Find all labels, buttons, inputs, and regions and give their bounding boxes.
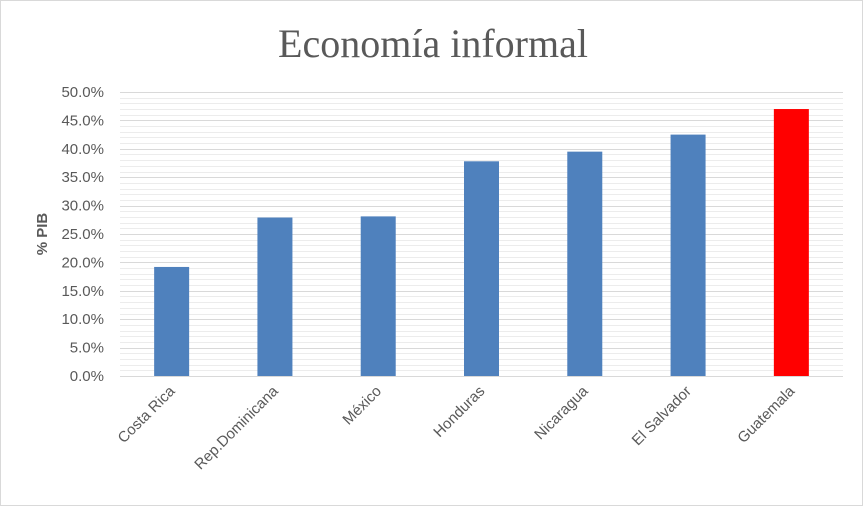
x-category-label: Costa Rica — [115, 382, 179, 446]
x-axis-categories: Costa Rica Rep.Dominicana México Honduras Ni… — [115, 382, 799, 473]
y-tick-label: 40.0% — [61, 141, 104, 158]
y-tick-label: 15.0% — [61, 283, 104, 300]
x-category-label: Guatemala — [734, 382, 798, 446]
bar — [773, 109, 809, 376]
y-tick-label: 50.0% — [61, 84, 104, 101]
chart-title: Economía informal — [278, 21, 588, 66]
bar — [464, 161, 499, 376]
bar — [257, 217, 293, 376]
y-tick-label: 20.0% — [61, 254, 104, 271]
bar — [567, 151, 603, 376]
y-tick-label: 25.0% — [61, 226, 104, 243]
x-category-label: Honduras — [430, 383, 488, 441]
x-category-label: Rep.Dominicana — [191, 382, 282, 473]
y-tick-label: 45.0% — [61, 112, 104, 129]
y-tick-label: 35.0% — [61, 169, 104, 186]
y-tick-label: 5.0% — [70, 340, 104, 357]
bar — [360, 216, 396, 376]
bar — [670, 134, 706, 376]
y-tick-label: 0.0% — [70, 368, 104, 385]
bar — [154, 266, 190, 376]
y-axis-label: % PIB — [34, 213, 51, 256]
bars — [154, 109, 809, 376]
x-category-label: México — [339, 383, 385, 429]
x-category-label: El Salvador — [629, 383, 695, 449]
y-tick-label: 30.0% — [61, 198, 104, 215]
y-tick-label: 10.0% — [61, 311, 104, 328]
x-category-label: Nicaragua — [531, 382, 592, 443]
y-axis-ticks: 0.0% 5.0% 10.0% 15.0% 20.0% 25.0% 30.0% 35.0% 40… — [61, 84, 104, 385]
